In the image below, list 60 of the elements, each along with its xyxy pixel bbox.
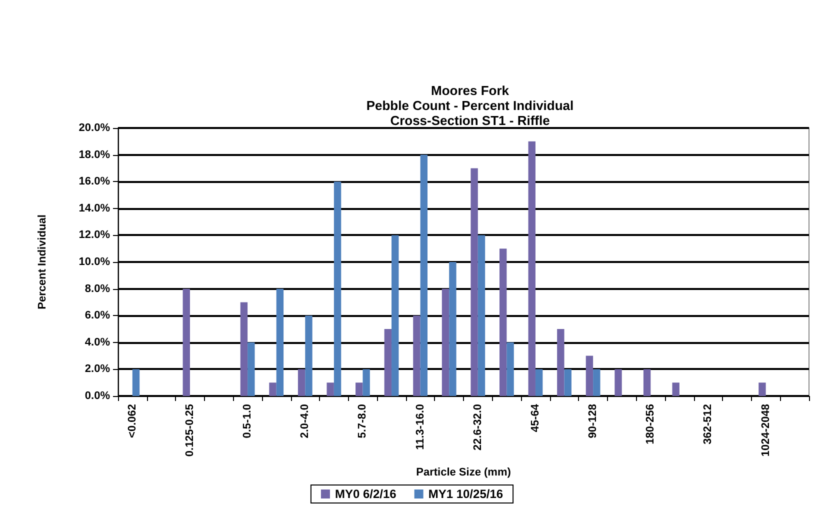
bar: [413, 316, 420, 396]
y-tick-label: 4.0%: [84, 336, 110, 348]
y-tick-label: 10.0%: [78, 256, 110, 268]
bar: [305, 316, 312, 396]
x-tick-label: <0.062: [126, 404, 138, 438]
chart-title: Moores Fork Pebble Count - Percent Individual Cross-Section ST1 - Riffle: [366, 83, 574, 128]
bar: [506, 342, 514, 396]
bar: [478, 235, 486, 396]
bar: [535, 369, 543, 396]
y-tick-label: 0.0%: [84, 390, 110, 402]
bar: [586, 356, 594, 396]
bar: [557, 329, 564, 396]
bar: [470, 168, 478, 396]
x-tick-label: 5.7-8.0: [356, 404, 369, 438]
bar: [420, 154, 428, 396]
bar: [392, 235, 399, 396]
y-tick-label: 16.0%: [78, 176, 110, 188]
bar: [672, 382, 680, 396]
y-axis-title: Percent Individual: [36, 214, 48, 310]
bar: [362, 369, 370, 396]
bar: [528, 141, 536, 396]
x-tick-label: 362-512: [702, 404, 714, 444]
bar: [298, 369, 306, 396]
x-tick-label: 11.3-16.0: [414, 404, 426, 450]
x-tick-label: 45-64: [529, 403, 542, 432]
bar: [449, 262, 456, 396]
bar: [182, 288, 190, 396]
bar: [614, 369, 622, 396]
x-tick-label: 1024-2048: [760, 404, 772, 457]
bar: [442, 288, 450, 396]
y-tick-label: 12.0%: [78, 229, 110, 242]
bar: [326, 382, 334, 396]
x-axis-title: Particle Size (mm): [416, 466, 512, 478]
bar: [334, 182, 342, 396]
y-tick-label: 6.0%: [84, 310, 110, 322]
bar: [132, 369, 140, 396]
bar: [356, 382, 363, 396]
y-tick-label: 14.0%: [78, 202, 110, 214]
legend-label: MY1 10/25/16: [428, 487, 504, 501]
bar: [758, 382, 766, 396]
legend-label: MY0 6/2/16: [334, 487, 397, 501]
bar: [384, 329, 392, 396]
bar: [643, 369, 651, 396]
y-tick-label: 20.0%: [78, 122, 110, 134]
bar: [248, 342, 255, 396]
x-tick-label: 90-128: [587, 404, 600, 438]
x-tick-label: 2.0-4.0: [299, 404, 312, 438]
bar: [593, 369, 600, 396]
bar: [240, 302, 248, 396]
x-tick-label: 22.6-32.0: [472, 404, 484, 450]
x-tick-label: 0.5-1.0: [242, 404, 254, 438]
y-tick-label: 18.0%: [78, 148, 110, 161]
bar: [499, 248, 507, 396]
bar: [276, 288, 284, 396]
x-tick-label: 0.125-0.25: [184, 404, 196, 457]
x-tick-label: 180-256: [644, 404, 657, 444]
bar: [564, 369, 572, 396]
y-tick-label: 2.0%: [84, 363, 110, 376]
y-tick-label: 8.0%: [84, 282, 110, 295]
bar: [269, 382, 276, 396]
